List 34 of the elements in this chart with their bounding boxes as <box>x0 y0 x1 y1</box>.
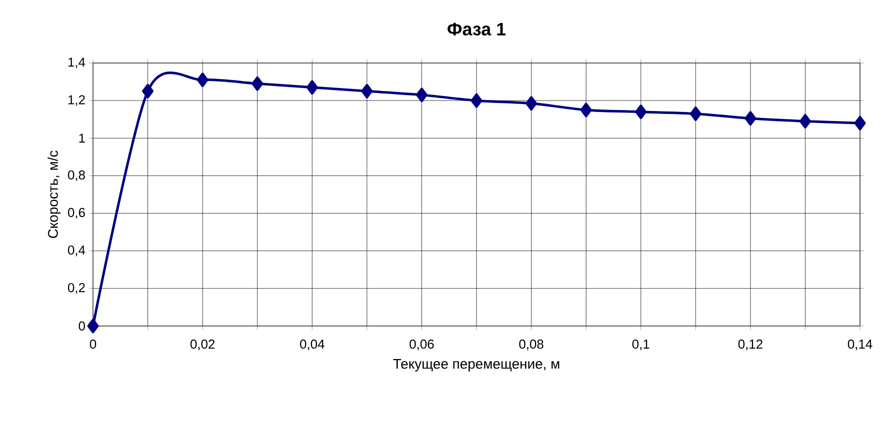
y-tick-label: 1,4 <box>68 58 86 68</box>
point <box>690 106 702 121</box>
x-tick-label: 0 <box>90 340 96 349</box>
point <box>580 102 592 118</box>
x-tick-label: 0,02 <box>190 340 215 350</box>
point <box>854 116 866 130</box>
x-axis-title: Текущее перемещение, м <box>393 359 560 372</box>
y-axis-title: Скорость, м/с <box>48 150 61 238</box>
x-tick-label: 0,06 <box>410 340 434 350</box>
point <box>744 111 756 126</box>
point <box>87 318 99 334</box>
point <box>142 84 154 98</box>
x-tick-label: 0,12 <box>738 340 762 350</box>
x-tick-label: 0,1 <box>632 340 650 350</box>
x-tick-label: 0,08 <box>519 340 544 350</box>
x-tick-label: 0,04 <box>300 340 324 350</box>
point <box>635 104 647 120</box>
y-tick-label: 1 <box>79 134 85 143</box>
point <box>196 72 208 88</box>
y-tick-label: 1,2 <box>68 95 85 106</box>
point <box>526 96 538 111</box>
chart-title: Фаза 1 <box>448 22 506 36</box>
point <box>252 76 264 91</box>
point <box>470 93 482 108</box>
y-tick-label: 0,4 <box>68 246 86 256</box>
y-tick-label: 0,6 <box>68 208 85 219</box>
y-tick-label: 0,8 <box>68 170 85 182</box>
point <box>361 84 373 98</box>
point <box>306 80 318 95</box>
y-tick-label: 0 <box>78 321 85 331</box>
point <box>416 88 428 102</box>
y-tick-label: 0,2 <box>68 283 85 294</box>
point <box>799 114 811 128</box>
x-tick-label: 0,14 <box>848 340 872 350</box>
